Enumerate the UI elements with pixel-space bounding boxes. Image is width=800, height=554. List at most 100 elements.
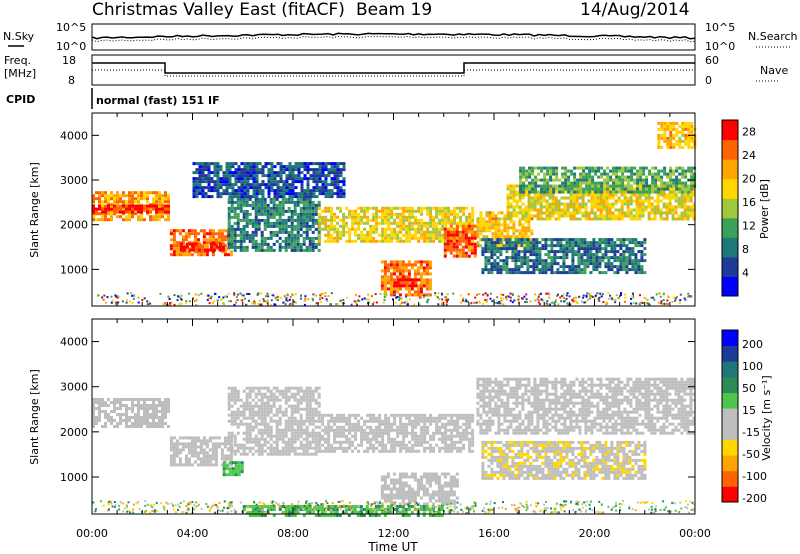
heatmap-cell [306, 195, 310, 199]
heatmap-cell [562, 244, 566, 248]
heatmap-cell [240, 470, 244, 474]
heatmap-cell [526, 241, 530, 245]
heatmap-cell [360, 233, 364, 237]
heatmap-cell [248, 203, 252, 207]
heatmap-cell [623, 193, 627, 197]
heatmap-cell [248, 197, 252, 201]
heatmap-cell [596, 208, 600, 212]
heatmap-cell [628, 250, 632, 254]
heatmap-cell [590, 211, 594, 215]
heatmap-cell [372, 206, 376, 210]
heatmap-cell [216, 183, 220, 187]
heatmap-cell [252, 192, 256, 196]
heatmap-cell [381, 230, 385, 234]
heatmap-cell [110, 295, 113, 298]
heatmap-cell [125, 200, 128, 204]
heatmap-cell [392, 260, 396, 264]
heatmap-cell [245, 416, 249, 420]
heatmap-cell [261, 171, 265, 175]
heatmap-cell [302, 200, 306, 204]
heatmap-cell [482, 235, 486, 239]
heatmap-cell [339, 299, 342, 302]
heatmap-cell [642, 178, 646, 182]
heatmap-cell [631, 250, 635, 254]
heatmap-cell [165, 303, 168, 306]
heatmap-cell [143, 422, 146, 425]
heatmap-cell [272, 212, 276, 216]
heatmap-cell [248, 293, 251, 295]
heatmap-cell [104, 207, 107, 211]
heatmap-cell [285, 183, 289, 187]
heatmap-cell [450, 212, 454, 216]
heatmap-cell [425, 284, 429, 288]
heatmap-cell [553, 259, 557, 263]
heatmap-cell [550, 265, 554, 269]
heatmap-cell [569, 202, 573, 206]
heatmap-cell [515, 202, 519, 206]
heatmap-cell [152, 398, 155, 401]
heatmap-cell [642, 184, 646, 188]
heatmap-cell [375, 239, 379, 243]
heatmap-cell [333, 171, 337, 175]
heatmap-cell [687, 166, 691, 170]
heatmap-cell [657, 127, 661, 131]
heatmap-cell [671, 193, 675, 197]
heatmap-cell [423, 236, 427, 240]
heatmap-cell [282, 165, 286, 169]
heatmap-cell [592, 244, 596, 248]
heatmap-cell [270, 174, 274, 178]
heatmap-cell [631, 268, 635, 272]
heatmap-cell [416, 266, 420, 270]
heatmap-cell [539, 196, 543, 200]
heatmap-cell [546, 300, 549, 302]
heatmap-cell [459, 218, 463, 222]
heatmap-cell [107, 194, 110, 198]
heatmap-cell [574, 253, 578, 257]
heatmap-cell [241, 294, 244, 297]
heatmap-cell [594, 172, 598, 176]
heatmap-cell [499, 250, 503, 254]
heatmap-cell [273, 189, 277, 193]
heatmap-cell [598, 256, 602, 260]
heatmap-cell [669, 166, 673, 170]
heatmap-cell [639, 169, 643, 173]
heatmap-cell [566, 302, 569, 305]
heatmap-cell [671, 300, 674, 303]
heatmap-cell [527, 226, 531, 230]
heatmap-cell [438, 221, 442, 225]
heatmap-cell [251, 230, 255, 234]
heatmap-cell [92, 218, 95, 222]
heatmap-cell [245, 425, 249, 429]
heatmap-cell [263, 212, 267, 216]
heatmap-cell [101, 425, 104, 428]
heatmap-cell [580, 238, 584, 242]
heatmap-cell [622, 268, 626, 272]
heatmap-cell [560, 214, 564, 218]
heatmap-cell [146, 300, 149, 303]
heatmap-cell [279, 162, 283, 166]
heatmap-cell [330, 215, 334, 219]
colorbar-tick-label: 8 [742, 243, 749, 256]
heatmap-cell [101, 410, 104, 413]
heatmap-cell [443, 242, 447, 246]
heatmap-cell [550, 247, 554, 251]
heatmap-cell [401, 269, 405, 273]
heatmap-cell [294, 180, 298, 184]
heatmap-cell [644, 196, 648, 200]
heatmap-cell [446, 242, 450, 246]
heatmap-cell [459, 233, 463, 237]
heatmap-cell [291, 186, 295, 190]
heatmap-cell [506, 205, 510, 209]
heatmap-cell [149, 416, 152, 419]
heatmap-cell [464, 239, 468, 243]
heatmap-cell [101, 200, 104, 204]
heatmap-cell [288, 162, 292, 166]
heatmap-cell [230, 395, 234, 399]
heatmap-cell [493, 265, 497, 269]
heatmap-cell [443, 236, 447, 240]
heatmap-cell [284, 209, 288, 213]
heatmap-cell [348, 215, 352, 219]
heatmap-cell [619, 268, 623, 272]
heatmap-cell [195, 171, 199, 175]
heatmap-cell [276, 171, 280, 175]
